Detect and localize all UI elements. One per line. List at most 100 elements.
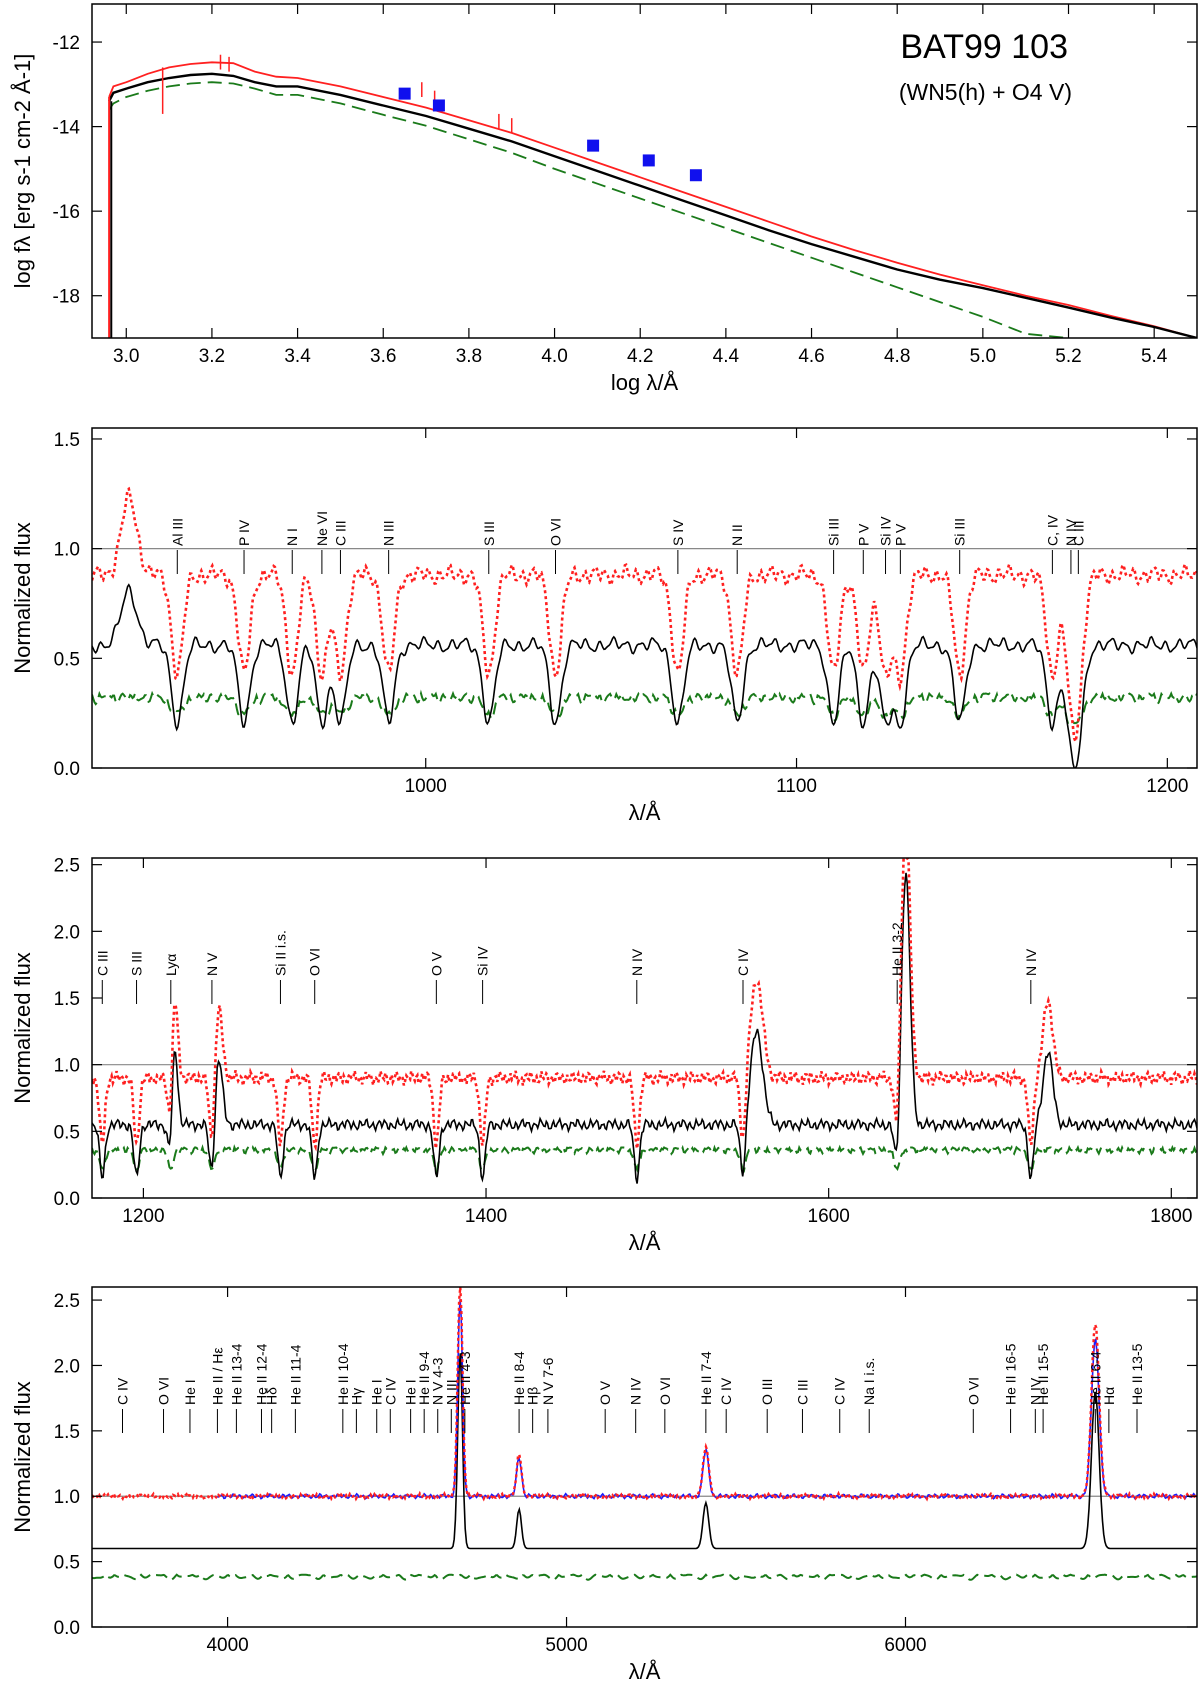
x-tick-label: 1200 bbox=[122, 1206, 164, 1227]
x-tick-label: 1400 bbox=[465, 1206, 507, 1227]
x-tick-label: 4.4 bbox=[713, 346, 740, 367]
sed-observed-line bbox=[108, 61, 1197, 338]
line-id-label: N III bbox=[381, 520, 397, 546]
y-tick-label: 2.0 bbox=[54, 922, 80, 943]
line-id-label: He II 10-4 bbox=[335, 1343, 351, 1405]
plot-area bbox=[92, 1287, 1197, 1581]
panel-4: C IV O VI He I He II / Hε He II 13-4 He II 12… bbox=[10, 1286, 1198, 1684]
line-id-label: O III bbox=[759, 1379, 775, 1405]
x-tick-label: 5.0 bbox=[970, 346, 996, 367]
y-tick-label: -18 bbox=[53, 287, 80, 308]
line-id-label: Hγ bbox=[348, 1388, 364, 1405]
line-id-label: C IV bbox=[735, 948, 751, 976]
line-id-label: He I bbox=[369, 1379, 385, 1405]
chart-subtitle: (WN5(h) + O4 V) bbox=[899, 79, 1072, 105]
panel-2: Al III P IV N I Ne VI C III N III S III O VI S I… bbox=[10, 427, 1198, 825]
photometry-point bbox=[398, 87, 411, 100]
line-id-label: He II 13-4 bbox=[228, 1343, 244, 1405]
x-tick-label: 4.2 bbox=[627, 346, 653, 367]
line-id-label: He II 3-2 bbox=[889, 922, 905, 976]
line-id-label: O VI bbox=[657, 1377, 673, 1405]
line-id-label: He II 15-5 bbox=[1035, 1343, 1051, 1405]
line-id-label: C III bbox=[94, 950, 110, 976]
y-tick-label: 0.5 bbox=[54, 649, 80, 670]
line-id-label: O VI bbox=[548, 518, 564, 546]
observed-spectrum-line bbox=[92, 486, 1197, 747]
line-id-label: O VI bbox=[965, 1377, 981, 1405]
y-tick-label: 2.5 bbox=[54, 856, 80, 877]
line-id-label: Si IV bbox=[878, 516, 894, 546]
line-id-label: N IV bbox=[628, 1377, 644, 1405]
panel-frame bbox=[91, 3, 1198, 339]
line-id-label: Hδ bbox=[264, 1387, 280, 1405]
line-id-label: P IV bbox=[236, 519, 252, 546]
photometry-point bbox=[432, 99, 445, 112]
line-id-label: He I bbox=[403, 1379, 419, 1405]
line-id-label: He II 4-3 bbox=[457, 1351, 473, 1405]
line-id-label: N V 7-6 bbox=[540, 1357, 556, 1405]
panel-frame bbox=[91, 857, 1198, 1199]
line-id-label: He II 11-4 bbox=[287, 1344, 303, 1405]
line-id-label: Si III bbox=[952, 518, 968, 546]
x-tick-label: 5.2 bbox=[1055, 346, 1081, 367]
x-tick-label: 3.4 bbox=[284, 346, 311, 367]
line-id-label: He II 9-4 bbox=[416, 1351, 432, 1405]
line-id-label: N IV bbox=[1023, 948, 1039, 976]
line-id-label: S III bbox=[481, 521, 497, 546]
x-tick-label: 5000 bbox=[545, 1635, 587, 1656]
line-id-label: N IV bbox=[1063, 518, 1079, 546]
line-id-label: N II bbox=[729, 524, 745, 546]
x-axis-label: λ/Å bbox=[629, 800, 661, 825]
plot-area bbox=[92, 858, 1197, 1184]
y-tick-label: -12 bbox=[53, 33, 80, 54]
x-tick-label: 1600 bbox=[808, 1206, 850, 1227]
x-tick-label: 3.8 bbox=[456, 346, 482, 367]
line-id-label: N V 4-3 bbox=[430, 1357, 446, 1405]
line-id-label: C IV bbox=[115, 1377, 131, 1405]
x-tick-label: 1200 bbox=[1146, 776, 1188, 797]
y-axis-label: Normalized flux bbox=[10, 952, 35, 1104]
line-id-label: P V bbox=[892, 523, 908, 546]
x-tick-label: 4000 bbox=[206, 1635, 248, 1656]
x-tick-label: 1100 bbox=[776, 776, 817, 797]
y-tick-label: 1.0 bbox=[54, 1056, 80, 1077]
line-id-label: S III bbox=[129, 951, 145, 976]
x-tick-label: 1800 bbox=[1150, 1206, 1192, 1227]
line-id-label: N IV bbox=[629, 948, 645, 976]
sed-secondary-line bbox=[108, 81, 1069, 338]
line-id-label: He II 7-4 bbox=[698, 1351, 714, 1405]
line-id-label: Al III bbox=[169, 518, 185, 546]
line-id-label: C, IV bbox=[1044, 514, 1060, 546]
y-axis-label: Normalized flux bbox=[10, 522, 35, 674]
secondary-model-line bbox=[92, 689, 1197, 727]
line-id-label: Na I i.s. bbox=[861, 1358, 877, 1405]
panel-frame bbox=[91, 1286, 1198, 1628]
x-tick-label: 5.4 bbox=[1141, 346, 1168, 367]
line-id-label: O VI bbox=[156, 1377, 172, 1405]
x-tick-label: 4.0 bbox=[541, 346, 567, 367]
line-id-label: Si III bbox=[826, 518, 842, 546]
line-id-label: C IV bbox=[718, 1377, 734, 1405]
line-id-label: Hα bbox=[1101, 1387, 1117, 1405]
plot-area bbox=[108, 54, 1197, 338]
secondary-model-line bbox=[92, 1143, 1197, 1174]
sed-composite-line bbox=[108, 72, 1197, 338]
y-tick-label: 0.0 bbox=[54, 759, 80, 780]
y-tick-label: -14 bbox=[53, 118, 81, 139]
line-id-label: He II 16-5 bbox=[1003, 1343, 1019, 1405]
composite-model-line bbox=[92, 872, 1197, 1184]
line-id-label: He II 6-4 bbox=[1087, 1351, 1103, 1405]
plot-area bbox=[92, 486, 1197, 768]
x-axis-label: λ/Å bbox=[629, 1659, 661, 1684]
y-tick-label: 1.5 bbox=[54, 430, 80, 451]
line-id-label: N IV bbox=[1027, 1377, 1043, 1405]
y-axis-label: Normalized flux bbox=[10, 1381, 35, 1533]
x-tick-label: 6000 bbox=[884, 1635, 926, 1656]
x-axis-label: λ/Å bbox=[629, 1230, 661, 1255]
line-id-label: C IV bbox=[832, 1377, 848, 1405]
line-id-label: O V bbox=[428, 951, 444, 976]
y-tick-label: 2.0 bbox=[54, 1356, 80, 1377]
line-id-label: C III bbox=[1070, 520, 1086, 546]
line-id-label: N V bbox=[204, 952, 220, 976]
line-id-label: Lyα bbox=[163, 954, 179, 976]
